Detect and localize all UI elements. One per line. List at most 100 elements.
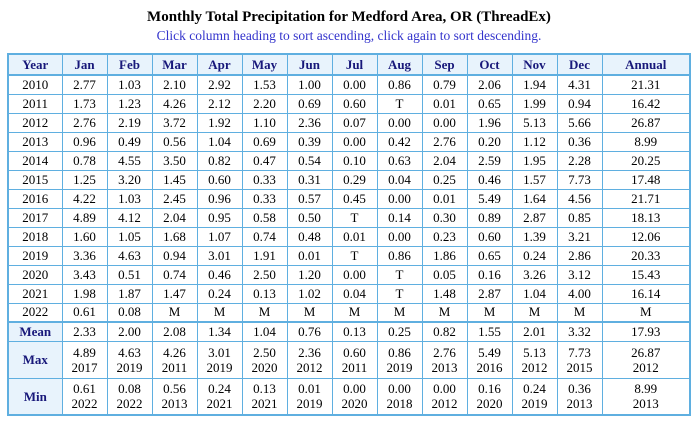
- value-cell: 2.36: [286, 112, 333, 133]
- extreme-year: 2012: [632, 359, 659, 375]
- value-cell: 0.39: [286, 131, 333, 152]
- value-cell: 0.56: [151, 131, 198, 152]
- min-cell: 0.24 2019: [511, 377, 558, 416]
- value-cell: 1.45: [151, 169, 198, 190]
- extreme-year: 2020: [251, 359, 278, 375]
- value-cell: 0.86: [376, 245, 423, 266]
- min-cell: 0.16 2020: [466, 377, 513, 416]
- column-header-jun[interactable]: Jun: [286, 53, 333, 76]
- column-header-dec[interactable]: Dec: [556, 53, 603, 76]
- value-cell: 0.00: [376, 188, 423, 209]
- value-cell: 0.65: [466, 245, 513, 266]
- extreme-year: 2017: [71, 359, 98, 375]
- extreme-year: 2018: [386, 396, 413, 412]
- column-header-year[interactable]: Year: [7, 53, 63, 76]
- value-cell: 18.13: [601, 207, 691, 228]
- extreme-value: 0.24: [523, 381, 546, 397]
- value-cell: 1.48: [421, 283, 468, 304]
- value-cell: 16.14: [601, 283, 691, 304]
- mean-value-cell: 2.00: [106, 321, 153, 342]
- extreme-year: 2019: [521, 396, 548, 412]
- mean-row: Mean 2.33 2.00 2.08 1.34 1.04 0.76 0.13 0.25 0.82…: [7, 321, 691, 342]
- min-cell: 0.08 2022: [106, 377, 153, 416]
- min-cell: 0.36 2013: [556, 377, 603, 416]
- value-cell: 0.48: [286, 226, 333, 247]
- mean-value-cell: 17.93: [601, 321, 691, 342]
- max-cell: 0.60 2011: [331, 340, 378, 379]
- column-header-oct[interactable]: Oct: [466, 53, 513, 76]
- extreme-year: 2016: [476, 359, 503, 375]
- value-cell: 0.04: [331, 283, 378, 304]
- column-header-nov[interactable]: Nov: [511, 53, 558, 76]
- value-cell: 2.06: [466, 74, 513, 95]
- mean-value-cell: 2.33: [61, 321, 108, 342]
- value-cell: 1.39: [511, 226, 558, 247]
- max-row-label: Max: [7, 340, 63, 379]
- value-cell: 1.92: [196, 112, 243, 133]
- extreme-year: 2013: [566, 396, 593, 412]
- value-cell: 20.25: [601, 150, 691, 171]
- column-header-aug[interactable]: Aug: [376, 53, 423, 76]
- mean-value-cell: 2.08: [151, 321, 198, 342]
- min-cell: 0.56 2013: [151, 377, 198, 416]
- year-cell: 2020: [7, 264, 63, 285]
- max-cell: 2.50 2020: [241, 340, 288, 379]
- mean-value-cell: 0.76: [286, 321, 333, 342]
- value-cell: 1.05: [106, 226, 153, 247]
- value-cell: 1.53: [241, 74, 288, 95]
- column-header-sep[interactable]: Sep: [421, 53, 468, 76]
- value-cell: T: [376, 264, 423, 285]
- value-cell: 0.00: [376, 112, 423, 133]
- max-cell: 4.63 2019: [106, 340, 153, 379]
- min-cell: 0.13 2021: [241, 377, 288, 416]
- extreme-year: 2012: [296, 359, 323, 375]
- extreme-value: 5.49: [478, 344, 501, 360]
- value-cell: 16.42: [601, 93, 691, 114]
- column-header-apr[interactable]: Apr: [196, 53, 243, 76]
- column-header-annual[interactable]: Annual: [601, 53, 691, 76]
- value-cell: 2.77: [61, 74, 108, 95]
- year-row-2015: 2015 1.25 3.20 1.45 0.60 0.33 0.31 0.29 0.04 0.25…: [7, 169, 691, 190]
- value-cell: 0.00: [421, 112, 468, 133]
- column-header-jan[interactable]: Jan: [61, 53, 108, 76]
- value-cell: 2.04: [421, 150, 468, 171]
- column-header-jul[interactable]: Jul: [331, 53, 378, 76]
- value-cell: 1.00: [286, 74, 333, 95]
- extreme-value: 0.86: [388, 344, 411, 360]
- extreme-year: 2021: [251, 396, 278, 412]
- value-cell: T: [376, 93, 423, 114]
- extreme-value: 0.16: [478, 381, 501, 397]
- value-cell: 17.48: [601, 169, 691, 190]
- value-cell: 1.23: [106, 93, 153, 114]
- value-cell: 0.42: [376, 131, 423, 152]
- value-cell: 7.73: [556, 169, 603, 190]
- value-cell: T: [331, 207, 378, 228]
- extreme-value: 0.60: [343, 344, 366, 360]
- value-cell: 0.00: [331, 264, 378, 285]
- value-cell: 0.47: [241, 150, 288, 171]
- value-cell: 4.22: [61, 188, 108, 209]
- year-row-2022: 2022 0.61 0.08 M M M M M M M M M M M: [7, 302, 691, 323]
- value-cell: M: [601, 302, 691, 323]
- extreme-value: 4.89: [73, 344, 96, 360]
- value-cell: 0.61: [61, 302, 108, 323]
- column-header-may[interactable]: May: [241, 53, 288, 76]
- value-cell: 1.04: [511, 283, 558, 304]
- value-cell: 1.95: [511, 150, 558, 171]
- value-cell: 3.21: [556, 226, 603, 247]
- column-header-feb[interactable]: Feb: [106, 53, 153, 76]
- value-cell: 1.10: [241, 112, 288, 133]
- value-cell: 0.54: [286, 150, 333, 171]
- value-cell: 2.50: [241, 264, 288, 285]
- column-header-mar[interactable]: Mar: [151, 53, 198, 76]
- value-cell: 0.30: [421, 207, 468, 228]
- mean-value-cell: 2.01: [511, 321, 558, 342]
- value-cell: M: [241, 302, 288, 323]
- value-cell: 1.68: [151, 226, 198, 247]
- value-cell: 2.92: [196, 74, 243, 95]
- extreme-value: 2.50: [253, 344, 276, 360]
- value-cell: 4.56: [556, 188, 603, 209]
- value-cell: 20.33: [601, 245, 691, 266]
- value-cell: 1.04: [196, 131, 243, 152]
- value-cell: 2.59: [466, 150, 513, 171]
